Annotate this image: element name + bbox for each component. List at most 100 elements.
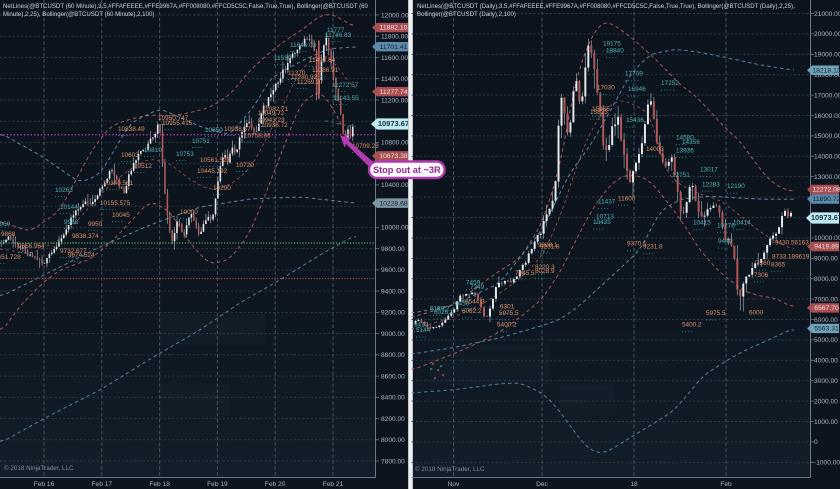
svg-text:14580: 14580 <box>676 135 694 142</box>
svg-text:17000.00: 17000.00 <box>814 92 840 99</box>
svg-text:7800.00: 7800.00 <box>381 458 405 465</box>
svg-text:11200.00: 11200.00 <box>381 97 408 104</box>
svg-text:11277.74: 11277.74 <box>380 89 408 96</box>
svg-text:10144: 10144 <box>60 204 78 211</box>
svg-text:10000.00: 10000.00 <box>381 225 409 232</box>
svg-text:6026.1: 6026.1 <box>434 309 454 316</box>
svg-text:5975.5: 5975.5 <box>499 310 519 317</box>
svg-text:10445.192: 10445.192 <box>197 168 228 175</box>
svg-text:6450: 6450 <box>455 300 470 307</box>
svg-text:Feb 17: Feb 17 <box>92 481 113 488</box>
svg-text:11646.03: 11646.03 <box>290 42 317 49</box>
svg-text:6301: 6301 <box>500 303 515 310</box>
svg-text:Feb 20: Feb 20 <box>265 481 286 488</box>
svg-text:9600.00: 9600.00 <box>381 267 405 274</box>
svg-text:7459: 7459 <box>466 280 481 287</box>
svg-text:12283: 12283 <box>702 181 720 188</box>
svg-text:10512: 10512 <box>134 163 152 170</box>
svg-text:11437: 11437 <box>598 199 616 206</box>
svg-text:11386.91: 11386.91 <box>312 67 339 74</box>
svg-text:11890.72: 11890.72 <box>813 196 840 203</box>
svg-text:11490.64: 11490.64 <box>309 57 336 64</box>
svg-text:10000.00: 10000.00 <box>814 235 840 242</box>
svg-text:6567.70: 6567.70 <box>814 305 839 312</box>
svg-text:10943.23: 10943.23 <box>258 117 285 124</box>
svg-text:10673.38: 10673.38 <box>379 153 408 160</box>
svg-text:11049.72: 11049.72 <box>258 110 285 117</box>
svg-text:10561.527: 10561.527 <box>200 157 231 164</box>
svg-text:19175: 19175 <box>603 41 621 48</box>
svg-text:10713: 10713 <box>596 213 614 220</box>
svg-text:10000: 10000 <box>180 209 198 216</box>
svg-text:8200.00: 8200.00 <box>381 416 405 423</box>
svg-text:9308.1: 9308.1 <box>538 242 558 249</box>
svg-text:9838.374: 9838.374 <box>72 233 99 240</box>
svg-text:11590: 11590 <box>274 55 292 62</box>
svg-text:9960: 9960 <box>0 221 11 228</box>
svg-text:10751: 10751 <box>192 138 210 145</box>
svg-text:8220.3: 8220.3 <box>535 264 555 271</box>
svg-text:10340.561: 10340.561 <box>103 180 134 187</box>
svg-text:7000.00: 7000.00 <box>814 296 838 303</box>
svg-text:10414: 10414 <box>733 220 751 227</box>
svg-text:11400.00: 11400.00 <box>381 76 408 83</box>
svg-text:18000.00: 18000.00 <box>814 72 840 79</box>
svg-text:11143.55: 11143.55 <box>333 95 359 102</box>
svg-text:11701.41: 11701.41 <box>380 44 408 51</box>
svg-text:10228.68: 10228.68 <box>379 200 408 207</box>
svg-text:10415: 10415 <box>693 220 711 227</box>
svg-text:5975.5: 5975.5 <box>706 310 726 317</box>
svg-text:15823: 15823 <box>590 109 608 116</box>
svg-text:Nov: Nov <box>448 481 460 488</box>
svg-text:16946: 16946 <box>628 86 646 93</box>
svg-text:5400.2: 5400.2 <box>682 322 702 329</box>
svg-text:5000.00: 5000.00 <box>814 337 838 344</box>
svg-text:Feb 21: Feb 21 <box>323 481 344 488</box>
svg-text:11600.00: 11600.00 <box>381 55 408 62</box>
svg-text:2000.00: 2000.00 <box>814 398 838 405</box>
svg-text:10838.49: 10838.49 <box>118 126 145 133</box>
svg-text:8000.00: 8000.00 <box>814 276 838 283</box>
svg-text:10709.28: 10709.28 <box>352 143 379 150</box>
svg-text:6199.2: 6199.2 <box>430 305 450 312</box>
svg-text:NetLines(@BTCUSDT (60 Minute),: NetLines(@BTCUSDT (60 Minute),3.5,#FFAFE… <box>3 3 369 10</box>
svg-text:Minute),2,25), Bollinger(@BTCU: Minute),2,25), Bollinger(@BTCUSDT (60 Mi… <box>3 11 154 18</box>
svg-text:20000.00: 20000.00 <box>814 31 840 38</box>
svg-text:10800.00: 10800.00 <box>381 140 409 147</box>
svg-text:9200.00: 9200.00 <box>381 310 405 317</box>
svg-text:8600.00: 8600.00 <box>381 373 405 380</box>
svg-text:15000.00: 15000.00 <box>814 133 840 140</box>
svg-text:11800.00: 11800.00 <box>381 34 408 41</box>
svg-text:9674.524: 9674.524 <box>68 252 95 259</box>
svg-text:1000.00: 1000.00 <box>814 419 838 426</box>
svg-text:10950.747: 10950.747 <box>158 115 189 122</box>
svg-text:9231.8: 9231.8 <box>643 244 663 251</box>
svg-text:7945.5: 7945.5 <box>515 270 535 277</box>
svg-text:11777: 11777 <box>327 27 345 34</box>
svg-text:10753: 10753 <box>176 151 194 158</box>
svg-text:6000: 6000 <box>749 310 764 317</box>
svg-text:13936: 13936 <box>676 148 694 155</box>
svg-text:9440: 9440 <box>718 238 733 245</box>
svg-text:10263: 10263 <box>55 187 73 194</box>
svg-text:10850: 10850 <box>205 127 223 134</box>
svg-text:12000.00: 12000.00 <box>381 12 409 19</box>
svg-text:NetLines(@BTCUSDT (Daily),3.5,: NetLines(@BTCUSDT (Daily),3.5,#FFAFEEEE,… <box>417 3 795 10</box>
svg-text:9800.00: 9800.00 <box>381 246 405 253</box>
svg-text:© 2018 NinjaTrader, LLC: © 2018 NinjaTrader, LLC <box>415 465 485 473</box>
svg-text:Feb: Feb <box>720 481 732 488</box>
svg-text:5410: 5410 <box>414 322 429 329</box>
svg-text:8400.00: 8400.00 <box>381 395 405 402</box>
svg-text:11272.57: 11272.57 <box>332 82 359 89</box>
svg-text:10400.00: 10400.00 <box>381 182 409 189</box>
svg-text:10290: 10290 <box>213 185 231 192</box>
svg-text:8365: 8365 <box>771 261 786 268</box>
svg-text:10758.86: 10758.86 <box>244 133 271 140</box>
svg-text:10955.415: 10955.415 <box>162 120 193 127</box>
svg-text:7249: 7249 <box>470 284 485 291</box>
svg-text:Bollinger(@BTCUSDT (Daily),2,1: Bollinger(@BTCUSDT (Daily),2,100) <box>417 11 516 18</box>
svg-text:Feb 16: Feb 16 <box>34 481 55 488</box>
svg-text:15436: 15436 <box>626 117 644 124</box>
svg-text:11280.92: 11280.92 <box>291 74 318 81</box>
svg-text:7306: 7306 <box>754 272 769 279</box>
